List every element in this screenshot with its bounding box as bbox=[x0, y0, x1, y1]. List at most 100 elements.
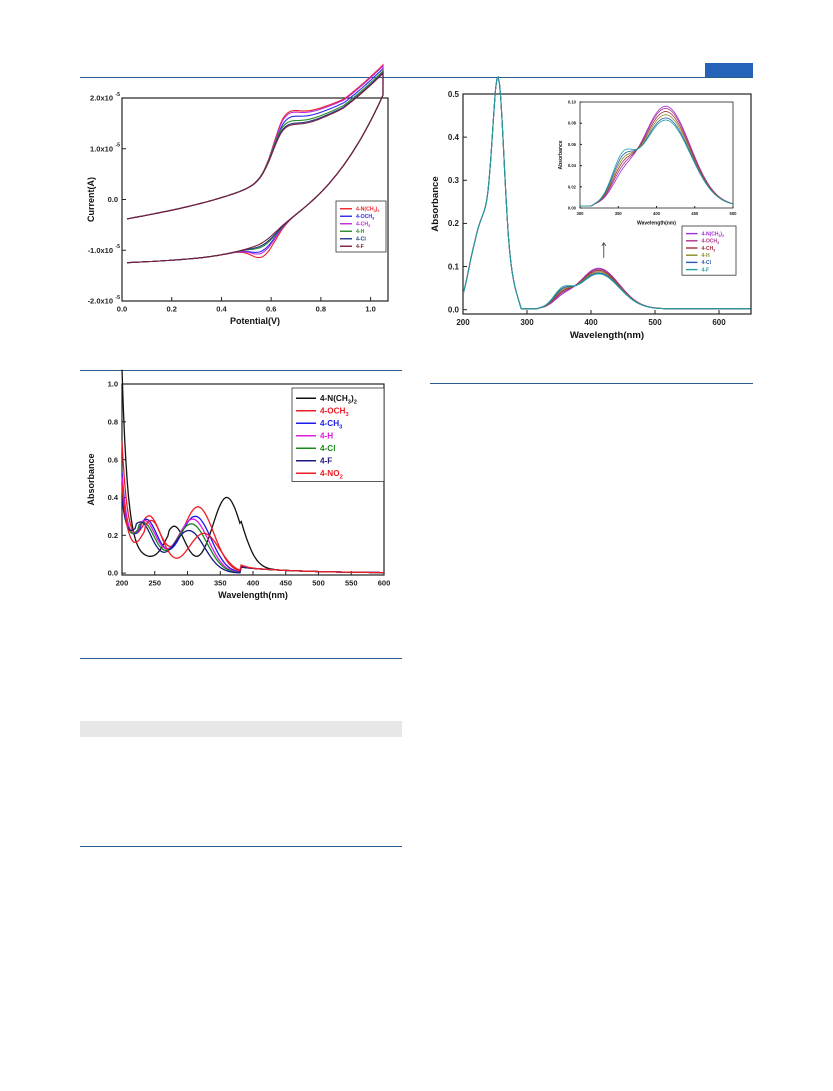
uv-inset-xtick-label: 300 bbox=[577, 211, 585, 216]
uv-bottom-series-4-NO2 bbox=[121, 484, 384, 574]
uv-bottom-legend-label-part: 4-NO bbox=[320, 469, 340, 478]
uv-main-legend-label-part: ) bbox=[720, 231, 722, 237]
section-rule-left-1 bbox=[80, 370, 402, 371]
uv-main-legend-label: 4-F bbox=[702, 267, 710, 273]
uv-main-series-4-F bbox=[463, 75, 751, 310]
cv-chart: 0.0 0.2 0.4 0.6 0.8 1.0 -2.0x10 -5 -1.0x10 -5 0.0 1… bbox=[80, 63, 400, 340]
uv-main-legend-label: 4-N(CH3)2 bbox=[702, 231, 725, 238]
cv-ytick-exponent: -5 bbox=[115, 143, 120, 149]
uv-bottom-legend-box bbox=[291, 387, 385, 482]
uv-inset-series-4-H bbox=[580, 114, 734, 207]
cv-xtick-label: 0.0 bbox=[117, 305, 127, 314]
cv-legend-label-part: 4-CH bbox=[356, 222, 368, 228]
uv-bottom-xtick-label: 350 bbox=[214, 579, 227, 588]
cv-legend-label-part: 4-F bbox=[356, 244, 364, 250]
uv-main-ytick-label: 0.2 bbox=[448, 219, 460, 228]
page-number-tab bbox=[705, 63, 753, 77]
cv-xtick-label: 0.8 bbox=[316, 305, 326, 314]
uv-bottom-ylabel: Absorbance bbox=[86, 453, 96, 505]
uv-main-ytick-label: 0.5 bbox=[448, 90, 460, 99]
uv-inset-ytick-label: 0.08 bbox=[568, 121, 577, 126]
uv-main-ylabel: Absorbance bbox=[430, 176, 441, 231]
uv-main-legend-label-part: 2 bbox=[722, 234, 724, 238]
uv-bottom-legend-label-part: 3 bbox=[339, 425, 342, 431]
cv-legend-label-part: 3 bbox=[368, 224, 370, 228]
uv-bottom-ytick-label: 0.8 bbox=[108, 417, 118, 426]
uv-bottom-series-4-Cl bbox=[121, 488, 384, 574]
uv-main-ytick-label: 0.0 bbox=[448, 305, 460, 314]
uv-bottom-xtick-label: 450 bbox=[279, 579, 292, 588]
uv-bottom-xtick-label: 500 bbox=[312, 579, 325, 588]
uv-bottom-legend-label-part: 4-H bbox=[320, 432, 333, 441]
uv-bottom-legend-label-part: 4-CH bbox=[320, 419, 339, 428]
cv-legend-box bbox=[335, 200, 387, 253]
cv-legend-label: 4-F bbox=[356, 244, 364, 250]
uv-bottom-legend-label: 4-N(CH3)2 bbox=[320, 394, 357, 405]
uv-bottom-series-4-CH3 bbox=[121, 472, 384, 574]
section-rule-right-1 bbox=[430, 383, 753, 384]
uv-inset-series-4-OCH3 bbox=[580, 107, 734, 207]
uv-inset-ylabel: Absorbance bbox=[558, 140, 564, 169]
uv-bottom-chart-svg: 200 250 300 350 400 450 500 550 600 0.0 0.2 0.4 0.6 0… bbox=[86, 369, 390, 600]
cv-ytick-exponent: -5 bbox=[115, 92, 120, 98]
uv-bottom-xtick-label: 400 bbox=[247, 579, 260, 588]
uv-bottom-ytick-label: 0.0 bbox=[108, 569, 118, 578]
uv-main-legend-label: 4-OCH3 bbox=[702, 239, 720, 246]
uv-bottom-legend-label-part: 4-F bbox=[320, 457, 332, 466]
uv-bottom-xtick-label: 300 bbox=[181, 579, 194, 588]
uv-inset-ytick-label: 0.04 bbox=[568, 163, 577, 168]
uv-main-xtick-label: 500 bbox=[648, 318, 662, 327]
uv-bottom-ytick-label: 0.4 bbox=[108, 493, 119, 502]
uv-main-chart-svg: 200 300 400 500 600 0.0 0.1 0.2 0.3 0.4 0.5 Wavelen… bbox=[430, 75, 752, 341]
cv-legend-label-part: ) bbox=[376, 207, 378, 213]
cv-legend-label: 4-Cl bbox=[356, 237, 366, 243]
uv-bottom-xtick-label: 200 bbox=[116, 579, 129, 588]
uv-main-legend-label-part: 3 bbox=[717, 241, 719, 245]
cv-frame bbox=[121, 97, 389, 302]
uv-bottom-legend-label-part: 4-N(CH bbox=[320, 394, 348, 403]
uv-bottom-legend-label-part: 3 bbox=[345, 412, 348, 418]
uv-inset-ytick-label: 0.10 bbox=[568, 99, 577, 104]
uv-bottom-legend-label-part: 4-OCH bbox=[320, 407, 346, 416]
uv-inset-xtick-label: 500 bbox=[730, 211, 738, 216]
top-rule bbox=[80, 77, 753, 78]
cv-legend-label-part: 3 bbox=[374, 209, 376, 213]
uv-bottom-legend-label: 4-H bbox=[320, 432, 333, 441]
cv-xtick-label: 0.6 bbox=[266, 305, 276, 314]
uv-main-ytick-label: 0.1 bbox=[448, 262, 460, 271]
cv-ylabel: Current(A) bbox=[86, 177, 96, 222]
cv-xtick-label: 1.0 bbox=[365, 305, 375, 314]
uv-bottom-ytick-label: 0.2 bbox=[108, 531, 118, 540]
cv-legend-label-part: 4-H bbox=[356, 229, 365, 235]
uv-bottom-legend-label: 4-F bbox=[320, 457, 332, 466]
uv-main-legend-label-part: 3 bbox=[718, 234, 720, 238]
cv-legend-label-part: 3 bbox=[372, 217, 374, 221]
uv-main-xtick-label: 400 bbox=[584, 318, 598, 327]
cv-legend-label-part: 2 bbox=[377, 209, 379, 213]
cv-series-4-F bbox=[126, 71, 384, 264]
cv-legend-label-part: 4-N(CH bbox=[356, 207, 374, 213]
cv-legend-label: 4-H bbox=[356, 229, 365, 235]
uv-bottom-ytick-label: 0.6 bbox=[108, 455, 118, 464]
cv-legend-label: 4-N(CH3)2 bbox=[356, 207, 379, 214]
uv-bottom-chart: 200 250 300 350 400 450 500 550 600 0.0 0.2 0.4 0.6 0… bbox=[80, 369, 400, 618]
uv-main-legend-label: 4-CH3 bbox=[702, 246, 716, 253]
uv-bottom-legend-label: 4-CH3 bbox=[320, 419, 342, 430]
uv-inset-xlabel: Wavelength(nm) bbox=[637, 220, 676, 226]
uv-main-legend-label-part: 4-H bbox=[702, 253, 710, 259]
uv-inset-xtick-label: 350 bbox=[615, 211, 623, 216]
uv-bottom-legend-label-part: 3 bbox=[348, 400, 351, 406]
uv-inset-xtick-label: 400 bbox=[653, 211, 661, 216]
uv-bottom-legend-label: 4-OCH3 bbox=[320, 407, 349, 418]
cv-xtick-label: 0.4 bbox=[216, 305, 227, 314]
cv-legend-label: 4-CH3 bbox=[356, 222, 370, 229]
uv-bottom-legend-label: 4-Cl bbox=[320, 444, 335, 453]
uv-main-xlabel: Wavelength(nm) bbox=[570, 330, 644, 341]
uv-main-chart: 200 300 400 500 600 0.0 0.1 0.2 0.3 0.4 0.5 Wavelen… bbox=[428, 75, 754, 344]
section-rule-left-2 bbox=[80, 658, 402, 659]
cv-ytick-exponent: -5 bbox=[115, 244, 120, 250]
cv-ytick-label: 0.0 bbox=[108, 195, 118, 204]
uv-bottom-series-4-H bbox=[121, 476, 384, 574]
uv-inset-ytick-label: 0.02 bbox=[568, 184, 577, 189]
uv-bottom-legend-label-part: 4-Cl bbox=[320, 444, 335, 453]
